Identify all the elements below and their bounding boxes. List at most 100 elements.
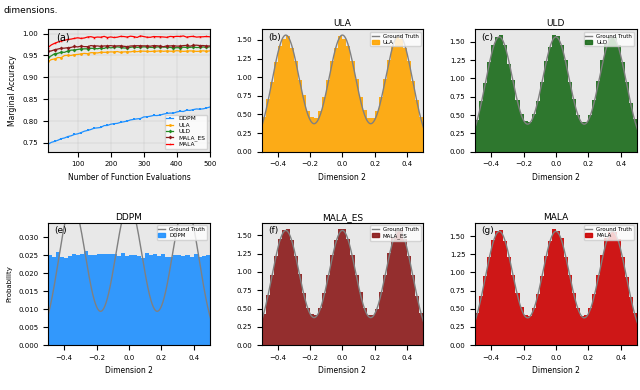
DDPM — [100, 123, 108, 128]
ULA — [133, 49, 141, 54]
ULD — [87, 46, 95, 51]
Bar — [282, 230, 286, 345]
ULD — [130, 44, 138, 49]
Bar — [125, 257, 129, 345]
Bar — [52, 257, 56, 345]
Bar — [580, 316, 584, 345]
MALA_ES — [143, 44, 151, 48]
Bar — [592, 100, 596, 152]
Bar — [198, 257, 202, 345]
DDPM — [51, 139, 58, 144]
Bar — [407, 61, 411, 152]
Bar — [286, 229, 290, 345]
DDPM — [44, 142, 52, 147]
ULA — [203, 49, 211, 54]
Bar — [387, 60, 391, 152]
DDPM — [160, 112, 168, 117]
Ground Truth — [509, 77, 516, 82]
Bar — [282, 39, 286, 152]
Bar — [411, 275, 415, 345]
Bar — [415, 100, 419, 152]
DDPM — [153, 113, 161, 118]
Bar — [330, 255, 334, 345]
Legend: Ground Truth, ULA: Ground Truth, ULA — [370, 32, 420, 46]
Bar — [310, 117, 314, 152]
Text: (e): (e) — [54, 226, 67, 236]
MALA — [173, 34, 180, 39]
Bar — [266, 295, 269, 345]
Bar — [81, 254, 84, 345]
DDPM — [143, 114, 151, 119]
Bar — [48, 255, 52, 345]
Bar — [520, 113, 524, 152]
Bar — [298, 274, 302, 345]
ULD — [44, 55, 52, 60]
Bar — [326, 275, 330, 345]
Ground Truth — [428, 142, 435, 147]
MALA_ES — [160, 44, 168, 49]
Bar — [568, 82, 572, 152]
Ground Truth — [543, 54, 551, 59]
Bar — [399, 39, 403, 152]
Bar — [633, 119, 637, 152]
Bar — [157, 256, 161, 345]
Ground Truth — [428, 336, 435, 340]
DDPM — [186, 108, 194, 113]
Bar — [149, 255, 153, 345]
MALA — [150, 34, 157, 39]
Bar — [625, 277, 628, 345]
Ground Truth — [463, 142, 471, 147]
X-axis label: Dimension 2: Dimension 2 — [319, 173, 366, 182]
Bar — [621, 257, 625, 345]
MALA — [74, 35, 81, 40]
DDPM — [163, 111, 171, 116]
Bar — [479, 101, 483, 152]
MALA_ES — [51, 47, 58, 52]
Bar — [383, 275, 387, 345]
ULD — [47, 53, 55, 58]
Bar — [487, 62, 492, 152]
Bar — [492, 46, 495, 152]
Bar — [269, 82, 274, 152]
MALA_ES — [70, 44, 78, 49]
DDPM — [133, 117, 141, 121]
Bar — [145, 253, 149, 345]
DDPM — [116, 120, 124, 125]
Bar — [93, 255, 97, 345]
ULA — [130, 49, 138, 53]
Ground Truth — [281, 229, 289, 233]
MALA — [124, 35, 131, 39]
MALA_ES — [173, 44, 180, 48]
Text: (g): (g) — [481, 226, 494, 236]
DDPM — [74, 131, 81, 136]
DDPM — [67, 133, 75, 138]
Bar — [540, 82, 544, 152]
Bar — [616, 45, 621, 152]
Ground Truth — [295, 76, 303, 81]
ULD — [160, 45, 168, 50]
MALA_ES — [120, 44, 128, 49]
DDPM — [196, 107, 204, 112]
Bar — [274, 256, 278, 345]
ULA — [156, 48, 164, 53]
MALA — [90, 35, 98, 40]
Bar — [84, 252, 88, 345]
Bar — [411, 81, 415, 152]
Bar — [358, 292, 363, 345]
Bar — [483, 276, 487, 345]
ULD — [110, 45, 118, 50]
ULA — [44, 59, 52, 64]
Bar — [314, 118, 318, 152]
MALA — [183, 35, 191, 39]
Legend: Ground Truth, ULD: Ground Truth, ULD — [584, 32, 634, 46]
Ground Truth — [214, 334, 221, 339]
ULD — [81, 46, 88, 51]
ULD — [203, 45, 211, 50]
MALA — [93, 35, 101, 39]
Bar — [524, 315, 527, 345]
MALA_ES — [206, 44, 214, 48]
ULA — [163, 49, 171, 53]
Bar — [318, 308, 322, 345]
Ground Truth — [250, 336, 257, 340]
Bar — [334, 48, 339, 152]
